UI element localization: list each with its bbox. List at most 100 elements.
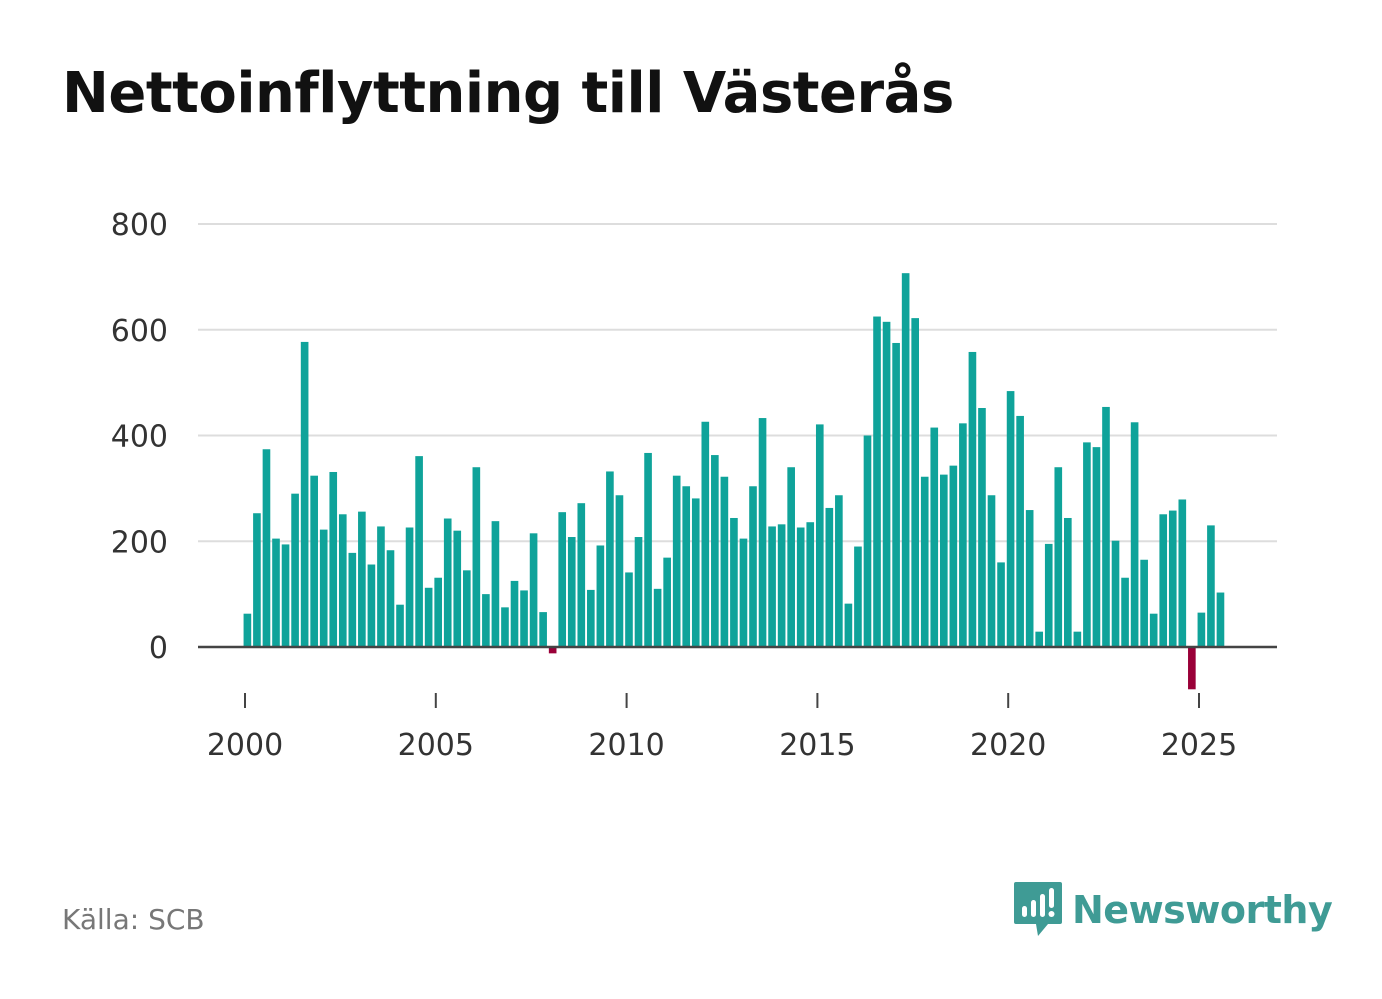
bar-70 [911, 318, 920, 647]
bar-1 [253, 513, 261, 647]
bar-35 [577, 503, 586, 647]
bar-51 [730, 517, 738, 647]
bar-86 [1064, 517, 1072, 647]
bar-97 [1168, 510, 1177, 647]
bar-88 [1083, 442, 1091, 647]
bar-12 [358, 511, 366, 647]
x-tick-label-2010: 2010 [588, 728, 664, 763]
bar-55 [768, 526, 776, 647]
bar-75 [959, 423, 967, 647]
bar-80 [1006, 391, 1015, 647]
bar-64 [854, 546, 862, 647]
x-tick-label-2025: 2025 [1161, 728, 1237, 763]
bar-59 [806, 522, 815, 647]
bar-68 [892, 342, 900, 647]
x-tick-label-2005: 2005 [398, 728, 474, 763]
y-tick-label-400: 400 [111, 420, 168, 455]
bar-94 [1140, 559, 1148, 647]
bar-95 [1149, 613, 1158, 647]
bar-38 [606, 471, 614, 647]
y-tick-label-0: 0 [149, 631, 168, 666]
bar-37 [596, 545, 605, 647]
bar-25 [482, 594, 490, 647]
bar-71 [920, 476, 929, 647]
bar-87 [1073, 631, 1082, 647]
bar-47 [691, 498, 700, 647]
bar-28 [510, 580, 519, 647]
bar-78 [987, 495, 996, 647]
bar-19 [424, 587, 433, 647]
bar-63 [844, 603, 853, 647]
bar-67 [882, 321, 891, 647]
bar-92 [1121, 577, 1129, 647]
x-tick-label-2020: 2020 [970, 728, 1046, 763]
bar-8 [319, 529, 328, 647]
bar-23 [462, 570, 471, 647]
bar-16 [396, 604, 404, 647]
bar-83 [1035, 631, 1044, 647]
bar-40 [625, 572, 633, 647]
bar-43 [653, 588, 662, 647]
bar-15 [386, 550, 395, 647]
bar-74 [949, 465, 958, 647]
axes: 0 200 400 600 800 2000 2005 2010 2015 2020 2025 [111, 208, 1277, 763]
bar-6 [300, 341, 309, 647]
bar-65 [863, 435, 872, 647]
bar-46 [682, 486, 691, 647]
bar-41 [634, 537, 643, 647]
bar-2 [262, 449, 271, 647]
brand-logo[interactable]: Newsworthy [1012, 880, 1333, 940]
bar-72 [930, 427, 939, 647]
bar-17 [405, 527, 414, 647]
bar-36 [587, 589, 595, 647]
bar-89 [1092, 447, 1101, 647]
bar-79 [997, 562, 1005, 647]
chart-title: Nettoinflyttning till Västerås [62, 61, 954, 126]
bar-24 [472, 467, 481, 647]
bar-18 [415, 456, 423, 647]
y-tick-label-800: 800 [111, 208, 168, 243]
bar-44 [663, 557, 671, 647]
bar-76 [968, 351, 977, 647]
bar-102 [1216, 592, 1225, 647]
bar-52 [739, 538, 748, 647]
y-tick-label-600: 600 [111, 314, 168, 349]
bar-84 [1044, 543, 1053, 647]
bar-62 [835, 495, 843, 647]
y-tick-label-200: 200 [111, 525, 168, 560]
bar-20 [434, 577, 443, 647]
x-tick-label-2015: 2015 [779, 728, 855, 763]
bar-9 [329, 471, 338, 647]
bar-82 [1025, 510, 1034, 647]
bar-60 [815, 424, 824, 647]
brand-name: Newsworthy [1072, 888, 1333, 932]
bar-48 [701, 421, 710, 647]
bar-45 [672, 475, 681, 647]
bar-77 [978, 408, 986, 647]
bars [243, 273, 1225, 690]
bar-99 [1188, 647, 1196, 690]
bar-29 [520, 590, 528, 647]
bar-49 [711, 455, 719, 647]
bar-61 [825, 507, 834, 647]
x-tick-label-2000: 2000 [207, 728, 283, 763]
bar-81 [1016, 415, 1024, 647]
bar-98 [1178, 499, 1187, 647]
bar-50 [720, 476, 729, 647]
bar-26 [491, 521, 500, 647]
bar-32 [548, 647, 557, 654]
source-note: Källa: SCB [62, 903, 205, 936]
bar-96 [1159, 514, 1168, 647]
bar-4 [281, 544, 290, 647]
bar-5 [291, 493, 299, 647]
bar-101 [1207, 525, 1215, 647]
bar-34 [567, 537, 576, 647]
bar-13 [367, 564, 376, 647]
bar-42 [644, 452, 652, 647]
bar-21 [443, 518, 452, 647]
bar-33 [558, 512, 567, 647]
bar-39 [615, 495, 624, 647]
bar-57 [787, 467, 795, 647]
gridlines [198, 223, 1277, 543]
